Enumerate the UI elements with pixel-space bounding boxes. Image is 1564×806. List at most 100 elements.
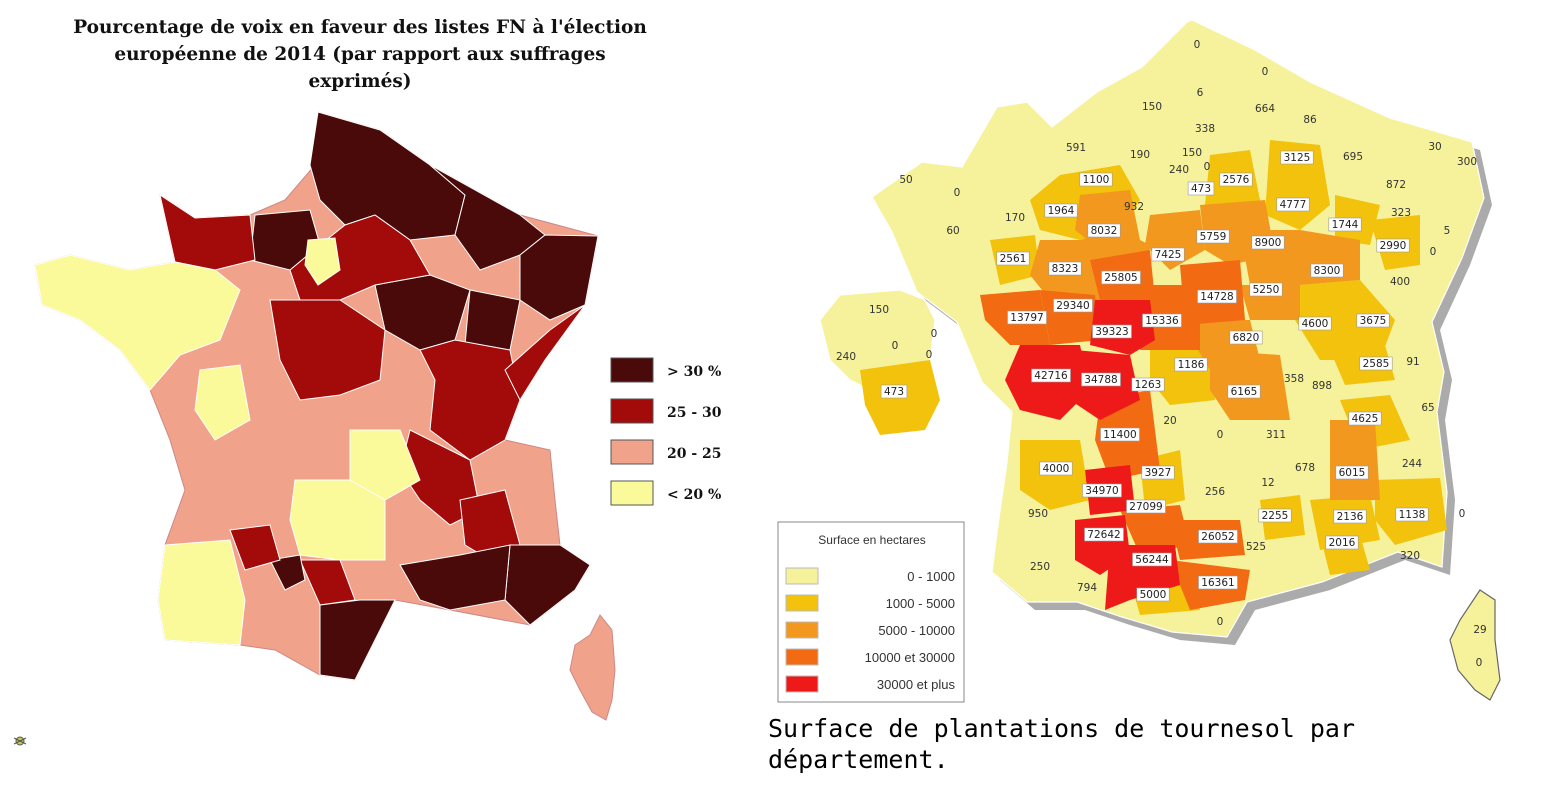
tournesol-dept-value-5: 150 bbox=[1142, 101, 1162, 113]
tournesol-dept-value-51: 0 bbox=[931, 328, 938, 340]
tournesol-caption-line2: département. bbox=[768, 745, 949, 774]
tournesol-dept-value-box-31 bbox=[1087, 223, 1121, 238]
fn-legend-label-2: 25 - 30 bbox=[667, 405, 722, 421]
tournesol-dept-value-11: 0 bbox=[1204, 161, 1211, 173]
tournesol-dept-value-27: 2990 bbox=[1380, 240, 1407, 252]
tournesol-dept-value-3: 664 bbox=[1255, 103, 1275, 115]
tournesol-dept-value-82: 1138 bbox=[1399, 509, 1426, 521]
tournesol-dept-value-35: 8300 bbox=[1314, 265, 1341, 277]
tournesol-dept-value-45: 39323 bbox=[1095, 326, 1128, 338]
tournesol-legend-swatch-1 bbox=[785, 567, 819, 585]
tournesol-dept-value-box-79 bbox=[1126, 499, 1166, 514]
tournesol-legend-title: Surface en hectares bbox=[818, 533, 925, 547]
tournesol-dept-value-28: 60 bbox=[946, 225, 959, 237]
tournesol-legend-swatch-3 bbox=[785, 621, 819, 639]
tournesol-dept-value-box-47 bbox=[1229, 330, 1263, 345]
tournesol-dept-value-48: 4600 bbox=[1302, 318, 1329, 330]
fn-dept-moselle bbox=[519, 234, 599, 321]
tournesol-caption-line1: Surface de plantations de tournesol par bbox=[768, 714, 1355, 743]
tournesol-dept-value-97: 0 bbox=[1476, 657, 1483, 669]
tournesol-legend-label-3: 5000 - 10000 bbox=[878, 623, 955, 638]
tournesol-dept-value-52: 0 bbox=[926, 349, 933, 361]
fn-legend-swatch-1 bbox=[610, 357, 654, 383]
tournesol-dept-value-box-81 bbox=[1333, 509, 1367, 524]
tournesol-dept-value-box-40 bbox=[1101, 270, 1141, 285]
tournesol-dept-value-box-94 bbox=[1136, 587, 1170, 602]
tournesol-dept-value-86: 26052 bbox=[1201, 531, 1234, 543]
fn-dept-correze bbox=[289, 479, 386, 561]
tournesol-dept-value-box-26 bbox=[1328, 217, 1362, 232]
tournesol-dept-value-box-72 bbox=[1141, 465, 1175, 480]
tournesol-dept-value-89: 525 bbox=[1246, 541, 1266, 553]
fn-dept-gironde-east bbox=[229, 524, 281, 571]
tournesol-dept-value-95: 0 bbox=[1217, 616, 1224, 628]
tournesol-legend-swatch-5 bbox=[785, 675, 819, 693]
tournesol-dept-value-box-35 bbox=[1310, 263, 1344, 278]
tournesol-dept-value-box-82 bbox=[1395, 507, 1429, 522]
tournesol-dept-value-4: 86 bbox=[1303, 114, 1317, 126]
fn-dept-lot-garonne bbox=[269, 554, 306, 591]
tournesol-dept-value-53: 240 bbox=[836, 351, 856, 363]
tournesol-dept-value-13: 2576 bbox=[1223, 174, 1250, 186]
tournesol-dept-value-box-58 bbox=[1131, 377, 1165, 392]
tournesol-dept-value-box-69 bbox=[1348, 411, 1382, 426]
fn-dept-bretagne bbox=[34, 254, 241, 391]
tournesol-dept-value-87: 2016 bbox=[1329, 537, 1356, 549]
tournesol-dept-value-26: 1744 bbox=[1332, 219, 1359, 231]
tournesol-dept-value-box-57 bbox=[1081, 372, 1121, 387]
tournesol-dept-value-76: 244 bbox=[1402, 458, 1422, 470]
tournesol-dept-value-box-91 bbox=[1132, 552, 1172, 567]
tournesol-dept-value-20: 5 bbox=[1444, 225, 1451, 237]
tournesol-dept-value-12: 473 bbox=[1191, 183, 1211, 195]
tournesol-dept-value-74: 678 bbox=[1295, 462, 1315, 474]
tournesol-legend-label-5: 30000 et plus bbox=[877, 677, 956, 692]
tournesol-dept-value-75: 6015 bbox=[1339, 467, 1366, 479]
tournesol-dept-value-39: 8323 bbox=[1052, 263, 1079, 275]
tournesol-dept-value-83: 0 bbox=[1459, 508, 1466, 520]
tournesol-dept-value-47: 6820 bbox=[1233, 332, 1260, 344]
tournesol-legend: Surface en hectares 0 - 1000 1000 - 5000… bbox=[777, 521, 965, 703]
tournesol-dept-value-8: 190 bbox=[1130, 149, 1150, 161]
left-map-title-line1: Pourcentage de voix en faveur des listes… bbox=[73, 17, 647, 38]
tournesol-dept-value-38: 2561 bbox=[1000, 253, 1027, 265]
tournesol-dept-value-42: 5250 bbox=[1253, 284, 1280, 296]
tournesol-dept-value-box-65 bbox=[1100, 427, 1140, 442]
tournesol-dept-value-24: 932 bbox=[1124, 201, 1144, 213]
tournesol-dept-value-31: 8032 bbox=[1091, 225, 1118, 237]
tournesol-dept-value-box-87 bbox=[1325, 535, 1359, 550]
tournesol-dept-value-79: 27099 bbox=[1129, 501, 1162, 513]
tournesol-dept-value-57: 34788 bbox=[1084, 374, 1117, 386]
tournesol-dept-value-box-60 bbox=[1227, 384, 1261, 399]
tournesol-dept-value-30: 1964 bbox=[1048, 205, 1075, 217]
fn-dept-bourgogne bbox=[419, 339, 521, 461]
tournesol-dept-value-91: 56244 bbox=[1135, 554, 1169, 566]
tournesol-dept-value-box-49 bbox=[1356, 313, 1390, 328]
tournesol-dept-value-37: 400 bbox=[1390, 276, 1410, 288]
tournesol-dept-value-19: 323 bbox=[1391, 207, 1411, 219]
fn-dept-corse bbox=[569, 614, 616, 721]
tournesol-dept-value-14: 3125 bbox=[1284, 152, 1311, 164]
tournesol-dept-value-box-25 bbox=[1276, 197, 1310, 212]
left-map-title-line2: européenne de 2014 (par rapport aux suff… bbox=[114, 44, 606, 92]
tournesol-dept-value-box-86 bbox=[1198, 529, 1238, 544]
tournesol-dept-value-box-23 bbox=[1079, 172, 1113, 187]
fn-dept-puy-dome bbox=[349, 429, 421, 501]
tournesol-dept-value-54: 0 bbox=[892, 340, 899, 352]
tournesol-dept-value-60: 6165 bbox=[1231, 386, 1258, 398]
tournesol-dept-value-17: 300 bbox=[1457, 156, 1477, 168]
tournesol-zone-red-2 bbox=[1005, 345, 1090, 420]
tournesol-dept-value-box-80 bbox=[1258, 508, 1292, 523]
tournesol-dept-value-77: 34970 bbox=[1085, 485, 1118, 497]
tournesol-dept-value-2: 6 bbox=[1197, 87, 1204, 99]
tournesol-dept-value-34: 8900 bbox=[1255, 237, 1282, 249]
tournesol-dept-value-1: 0 bbox=[1262, 66, 1269, 78]
tournesol-dept-value-18: 872 bbox=[1386, 179, 1406, 191]
tournesol-dept-value-68: 311 bbox=[1266, 429, 1286, 441]
tournesol-dept-value-box-34 bbox=[1251, 235, 1285, 250]
tournesol-dept-value-0: 0 bbox=[1194, 39, 1201, 51]
tournesol-dept-value-71: 4000 bbox=[1043, 463, 1070, 475]
fn-vote-map: > 30 % 25 - 30 20 - 25 < 20 % bbox=[13, 111, 722, 746]
tournesol-legend-label-1: 0 - 1000 bbox=[907, 569, 955, 584]
